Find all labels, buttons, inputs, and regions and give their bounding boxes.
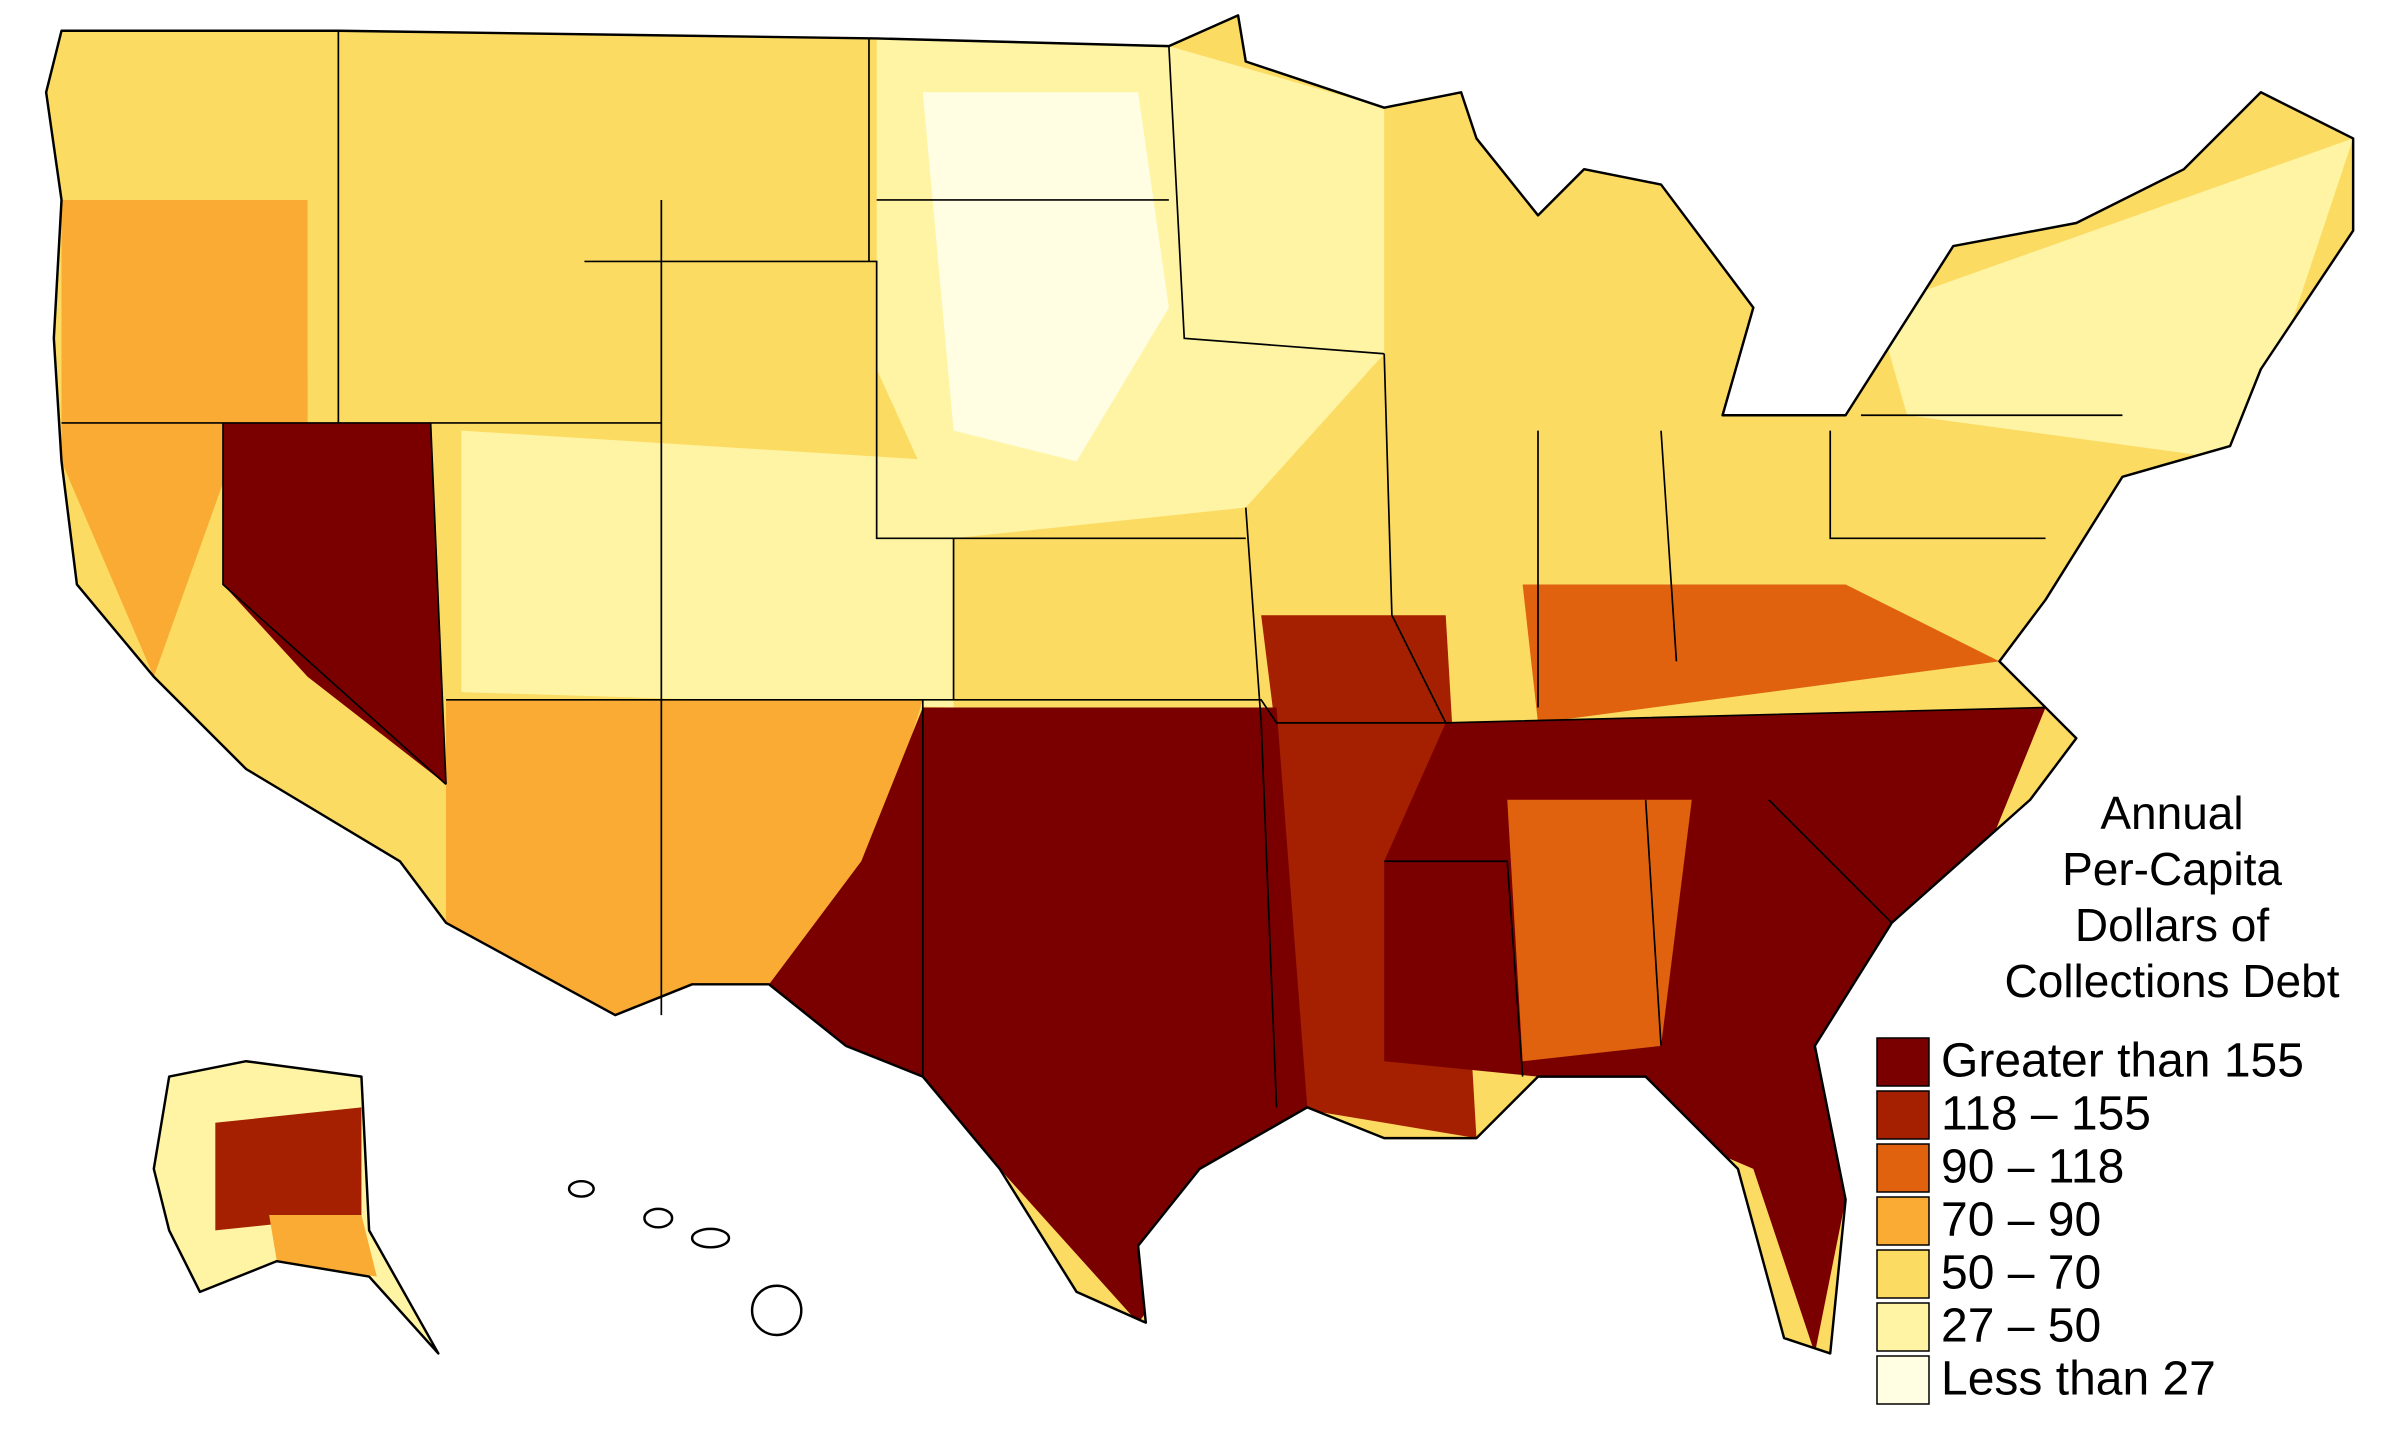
region: [1507, 799, 1692, 1062]
region: [1538, 430, 1846, 616]
state-borders: [61, 30, 2123, 1108]
alaska: [153, 1061, 439, 1354]
legend-swatch: [1876, 1037, 1930, 1087]
hawaii: [567, 1179, 803, 1337]
region: [61, 199, 308, 677]
island: [643, 1207, 674, 1229]
legend-label: 27 – 50: [1941, 1300, 2101, 1353]
legend-label: 50 – 70: [1941, 1247, 2101, 1300]
legend-swatch: [1876, 1196, 1930, 1246]
legend-title: Collections Debt: [2005, 955, 2340, 1007]
legend-title: Dollars of: [2075, 899, 2270, 951]
region: [461, 430, 954, 708]
legend-title: Annual: [2100, 787, 2243, 839]
legend-swatch: [1876, 1143, 1930, 1193]
alaska-outline: [152, 1059, 440, 1355]
region: [446, 699, 923, 1016]
legend-swatch: [1876, 1090, 1930, 1140]
legend-label: 118 – 155: [1941, 1088, 2151, 1141]
island: [750, 1284, 803, 1337]
island: [690, 1227, 731, 1249]
region: [1876, 138, 2354, 462]
legend-label: Less than 27: [1941, 1353, 2216, 1406]
region: [215, 1107, 362, 1231]
region: [922, 92, 1169, 462]
legend-swatch: [1876, 1302, 1930, 1352]
legend-label: 70 – 90: [1941, 1194, 2101, 1247]
legend-title: Per-Capita: [2062, 843, 2282, 895]
legend-swatch: [1876, 1355, 1930, 1405]
island: [567, 1179, 595, 1198]
country-outline: [44, 14, 2355, 1355]
region: [1522, 584, 2000, 723]
legend-label: 90 – 118: [1941, 1141, 2124, 1194]
region: [269, 1215, 377, 1277]
region: [769, 707, 1308, 1323]
region: [223, 422, 447, 785]
legend-swatch: [1876, 1249, 1930, 1299]
legend-label: Greater than 155: [1941, 1035, 2304, 1088]
region: [307, 46, 862, 493]
